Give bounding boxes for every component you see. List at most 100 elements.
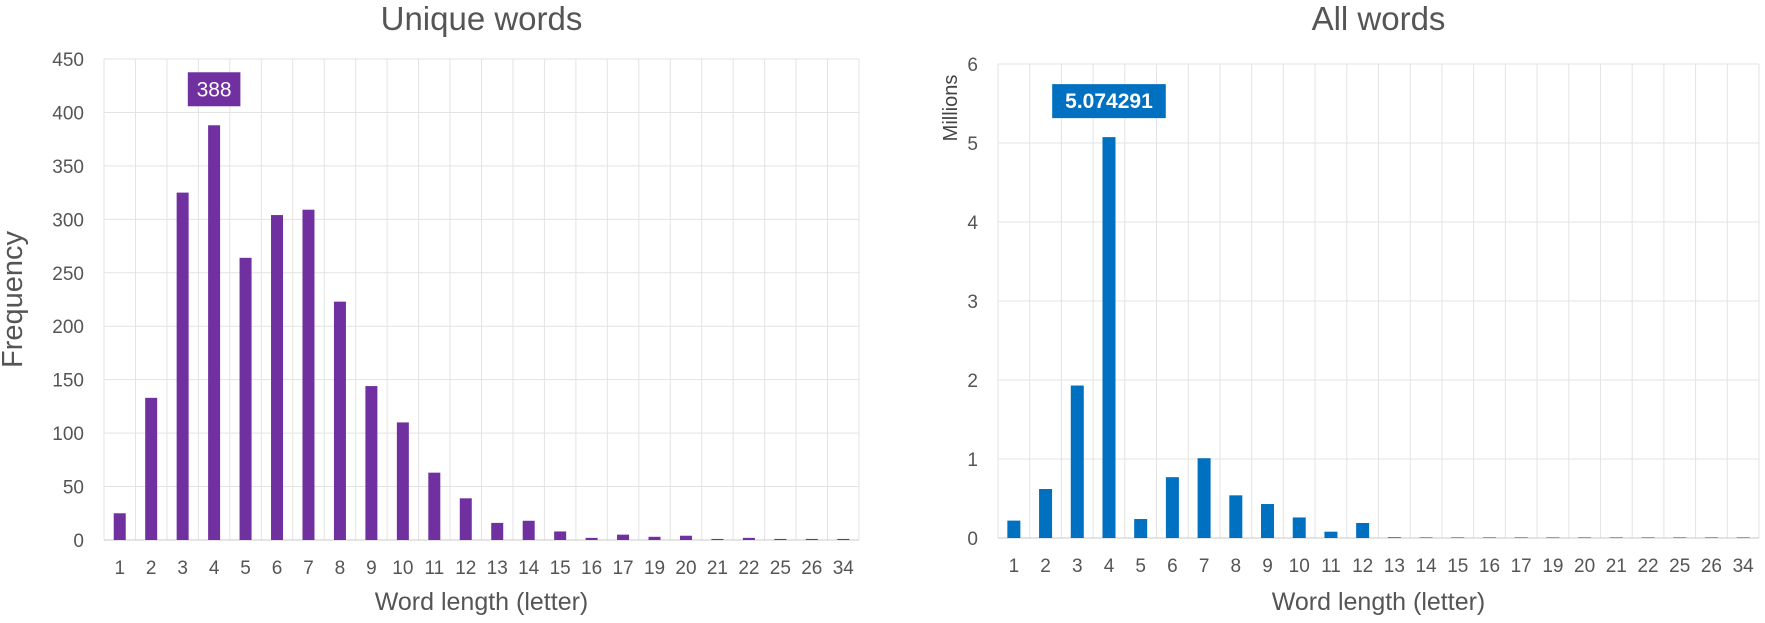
all-words-bar — [1102, 137, 1116, 538]
all-words-x-tick-label: 16 — [1479, 556, 1500, 577]
all-words-x-tick-label: 1 — [1009, 556, 1020, 577]
unique-words-bar — [742, 537, 755, 540]
unique-words-bar — [302, 209, 315, 541]
unique-words-bar — [365, 386, 378, 540]
all-words-x-tick-label: 12 — [1352, 556, 1373, 577]
unique-words-bar — [522, 520, 535, 540]
unique-words-x-tick-label: 13 — [487, 558, 508, 579]
unique-words-bar — [554, 531, 567, 540]
all-words-y-tick-label: 4 — [967, 213, 978, 234]
unique-words-bar — [428, 472, 441, 540]
all-words-x-tick-label: 7 — [1199, 556, 1210, 577]
all-words-x-tick-label: 2 — [1040, 556, 1051, 577]
unique-words-y-tick-label: 350 — [52, 157, 84, 178]
all-words-bar — [1197, 458, 1211, 538]
all-words-x-axis-label: Word length (letter) — [1272, 588, 1486, 616]
unique-words-x-tick-label: 10 — [392, 558, 413, 579]
all-words-x-tick-label: 8 — [1231, 556, 1242, 577]
all-words-bar — [1039, 489, 1053, 538]
unique-words-y-tick-label: 0 — [73, 531, 84, 552]
unique-words-x-tick-label: 12 — [455, 558, 476, 579]
all-words-bar — [1324, 531, 1338, 538]
all-words-bar — [1007, 520, 1021, 538]
all-words-x-tick-label: 17 — [1511, 556, 1532, 577]
unique-words-x-tick-label: 2 — [146, 558, 157, 579]
all-words-y-tick-label: 3 — [967, 292, 978, 313]
all-words-bar — [1514, 537, 1528, 538]
all-words-x-tick-label: 25 — [1669, 556, 1690, 577]
all-words-x-tick-label: 5 — [1135, 556, 1146, 577]
unique-words-y-tick-label: 250 — [52, 264, 84, 285]
unique-words-bar — [491, 522, 504, 540]
unique-words-bar — [145, 397, 158, 540]
unique-words-x-tick-label: 4 — [209, 558, 220, 579]
unique-words-title: Unique words — [381, 0, 583, 37]
unique-words-x-axis-label: Word length (letter) — [375, 588, 589, 616]
all-words-x-tick-label: 20 — [1574, 556, 1595, 577]
all-words-title: All words — [1312, 0, 1446, 37]
all-words-bar — [1546, 537, 1560, 538]
all-words-bar — [1451, 537, 1465, 538]
unique-words-x-tick-label: 34 — [833, 558, 855, 579]
unique-words-x-tick-label: 19 — [644, 558, 665, 579]
unique-words-x-tick-label: 9 — [366, 558, 377, 579]
all-words-bar — [1229, 495, 1243, 538]
unique-words-x-tick-label: 20 — [675, 558, 696, 579]
unique-words-bar — [774, 538, 787, 540]
all-words-x-tick-label: 9 — [1262, 556, 1273, 577]
unique-words-y-tick-label: 100 — [52, 424, 84, 445]
unique-words-y-tick-label: 50 — [63, 478, 84, 499]
unique-words-y-axis-label: Frequency — [0, 230, 29, 368]
unique-words-x-tick-label: 21 — [707, 558, 728, 579]
unique-words-y-tick-label: 150 — [52, 371, 84, 392]
all-words-x-tick-label: 22 — [1637, 556, 1658, 577]
unique-words-y-tick-label: 400 — [52, 103, 84, 124]
all-words-x-tick-label: 26 — [1701, 556, 1722, 577]
unique-words-x-tick-label: 6 — [272, 558, 283, 579]
unique-words-x-tick-label: 11 — [424, 558, 444, 579]
unique-words-y-tick-label: 300 — [52, 210, 84, 231]
unique-words-x-tick-label: 17 — [612, 558, 633, 579]
unique-words-bar — [333, 301, 346, 540]
all-words-bar — [1704, 537, 1718, 538]
unique-words-x-tick-label: 8 — [335, 558, 346, 579]
all-words-y-tick-label: 6 — [967, 55, 978, 76]
unique-words-bar — [679, 535, 692, 540]
all-words-x-tick-label: 15 — [1447, 556, 1468, 577]
all-words-bar — [1641, 537, 1655, 538]
unique-words-x-tick-label: 1 — [114, 558, 125, 579]
all-words-y-tick-label: 2 — [967, 371, 978, 392]
all-words-bar — [1134, 519, 1148, 538]
all-words-y-tick-label: 1 — [967, 450, 978, 471]
unique-words-x-tick-label: 3 — [177, 558, 188, 579]
unique-words-x-tick-label: 25 — [770, 558, 791, 579]
all-words-bar — [1356, 522, 1370, 538]
all-words-x-tick-label: 6 — [1167, 556, 1178, 577]
unique-words-bar — [805, 538, 818, 540]
unique-words-x-tick-label: 16 — [581, 558, 602, 579]
unique-words-bar — [113, 513, 126, 540]
unique-words-bar — [617, 534, 630, 540]
all-words-x-tick-label: 13 — [1384, 556, 1405, 577]
unique-words-x-tick-label: 15 — [550, 558, 571, 579]
unique-words-bar — [459, 498, 472, 540]
unique-words-x-tick-label: 22 — [738, 558, 759, 579]
all-words-x-tick-label: 34 — [1733, 556, 1755, 577]
unique-words-bar — [271, 215, 284, 540]
unique-words-x-tick-label: 7 — [303, 558, 314, 579]
unique-words-x-tick-label: 26 — [801, 558, 822, 579]
all-words-x-tick-label: 19 — [1542, 556, 1563, 577]
unique-words-bar — [239, 257, 252, 540]
all-words-bar — [1609, 537, 1623, 538]
unique-words-bar — [396, 422, 409, 540]
all-words-bar — [1578, 537, 1592, 538]
all-words-y-tick-label: 5 — [967, 134, 978, 155]
unique-words-bar — [585, 537, 598, 540]
all-words-x-tick-label: 4 — [1104, 556, 1115, 577]
all-words-callout-label: 5.074291 — [1065, 90, 1153, 113]
unique-words-x-tick-label: 14 — [518, 558, 540, 579]
unique-words-bar — [837, 538, 850, 540]
